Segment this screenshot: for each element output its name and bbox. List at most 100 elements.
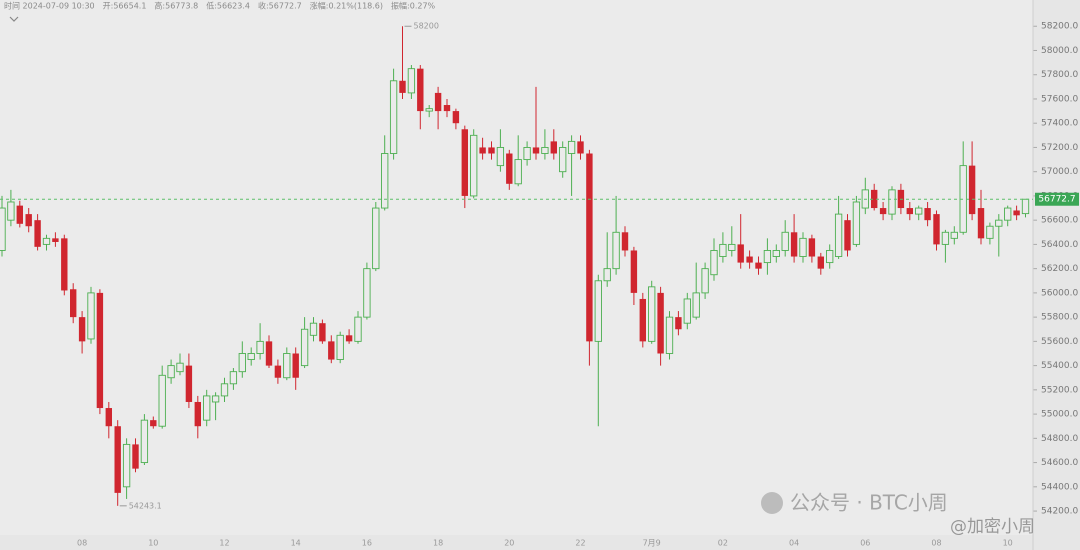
candle-body	[559, 146, 567, 173]
y-tick-label: 56000.0	[1041, 288, 1078, 298]
candle-body	[211, 395, 220, 403]
candle-body	[692, 292, 700, 318]
candle-body	[1004, 207, 1012, 221]
candle-body	[354, 316, 362, 342]
y-tick-label: 57200.0	[1041, 143, 1078, 153]
candle-body	[105, 408, 112, 427]
info-field: 高:56773.8	[154, 1, 198, 11]
y-tick-label: 55000.0	[1041, 410, 1078, 420]
candle-body	[1021, 198, 1030, 215]
x-tick-label: 08	[931, 539, 941, 548]
x-tick-label: 22	[575, 539, 585, 548]
candle-body	[229, 371, 238, 385]
y-tick-label: 56400.0	[1041, 240, 1078, 250]
candle-body	[577, 141, 584, 154]
candle-body	[122, 443, 131, 488]
candle-body	[274, 365, 282, 378]
candle-body	[292, 353, 299, 378]
time-axis-panel	[0, 535, 1080, 550]
x-tick-label: 18	[433, 539, 443, 548]
candle-body	[496, 146, 505, 167]
candle-body	[728, 243, 736, 251]
candle-body	[319, 323, 326, 342]
candle-body	[906, 208, 913, 215]
candle-body	[328, 341, 335, 360]
y-tick-label: 55600.0	[1041, 337, 1078, 347]
candle-body	[283, 353, 291, 379]
x-tick-label: 12	[219, 539, 229, 548]
candle-body	[879, 208, 887, 215]
candle-body	[470, 134, 478, 197]
candle-body	[425, 108, 433, 112]
candle-body	[7, 201, 15, 221]
candle-body	[826, 250, 834, 264]
candle-body	[630, 250, 638, 293]
y-tick-label: 54600.0	[1041, 458, 1078, 468]
candle-body	[479, 147, 486, 154]
candle-body	[915, 207, 923, 215]
y-tick-label: 54400.0	[1041, 482, 1078, 492]
candle-body	[648, 286, 656, 342]
candle-body	[665, 316, 674, 354]
candle-body	[888, 189, 896, 215]
x-tick-label: 14	[291, 539, 301, 548]
collapse-icon[interactable]	[9, 16, 19, 22]
candle-body	[132, 444, 139, 469]
candle-body	[639, 298, 646, 342]
info-field: 时间 2024-07-09 10:30	[4, 1, 95, 11]
y-tick-label: 58000.0	[1041, 46, 1078, 56]
info-field: 低:56623.4	[206, 1, 250, 11]
wm-icon	[761, 492, 783, 514]
candle-body	[763, 250, 772, 264]
y-tick-label: 55400.0	[1041, 361, 1078, 371]
y-tick-label: 55200.0	[1041, 385, 1078, 395]
candle-body	[941, 231, 950, 245]
info-field: 开:56654.1	[103, 2, 147, 11]
candle-body	[719, 243, 727, 257]
candle-body	[523, 146, 531, 161]
candle-body	[852, 201, 861, 245]
candle-body	[78, 317, 86, 342]
info-field: 收:56772.7	[258, 1, 302, 11]
candle-body	[443, 105, 451, 112]
max-label: 58200	[414, 22, 439, 31]
y-tick-label: 54200.0	[1041, 507, 1078, 517]
candle-body	[114, 426, 121, 493]
candle-body	[87, 292, 95, 340]
candle-body	[621, 232, 629, 251]
price-axis-panel	[1033, 0, 1080, 550]
x-tick-label: 08	[77, 539, 87, 548]
last-price-box	[1035, 192, 1079, 206]
candle-body	[399, 80, 406, 93]
candle-body	[603, 268, 611, 282]
candle-body	[238, 353, 246, 373]
candle-body	[300, 328, 309, 367]
candle-body	[96, 292, 104, 409]
candle-body	[541, 146, 549, 154]
candle-body	[550, 141, 557, 154]
candle-body	[70, 289, 77, 318]
candle-body	[25, 214, 32, 227]
candle-body	[389, 80, 398, 154]
y-tick-label: 56600.0	[1041, 216, 1078, 226]
x-tick-label: 10	[1003, 539, 1013, 548]
candle-body	[167, 365, 175, 379]
candle-body	[514, 159, 522, 185]
watermark: 公众号 · BTC小周	[790, 491, 948, 515]
candle-body	[194, 401, 201, 427]
candle-body	[434, 92, 442, 112]
candle-body	[683, 298, 691, 324]
candle-body	[0, 207, 6, 251]
candle-body	[755, 262, 762, 269]
y-tick-label: 57800.0	[1041, 70, 1078, 80]
candle-body	[950, 231, 958, 239]
info-field: 涨幅:0.21%(118.6)	[310, 1, 383, 11]
candle-body	[799, 237, 807, 257]
candle-body	[256, 340, 264, 354]
candle-body	[345, 335, 353, 342]
x-tick-label: 16	[362, 539, 372, 548]
x-tick-label: 7月9	[643, 539, 661, 548]
candle-body	[586, 153, 593, 342]
candle-body	[203, 395, 211, 421]
